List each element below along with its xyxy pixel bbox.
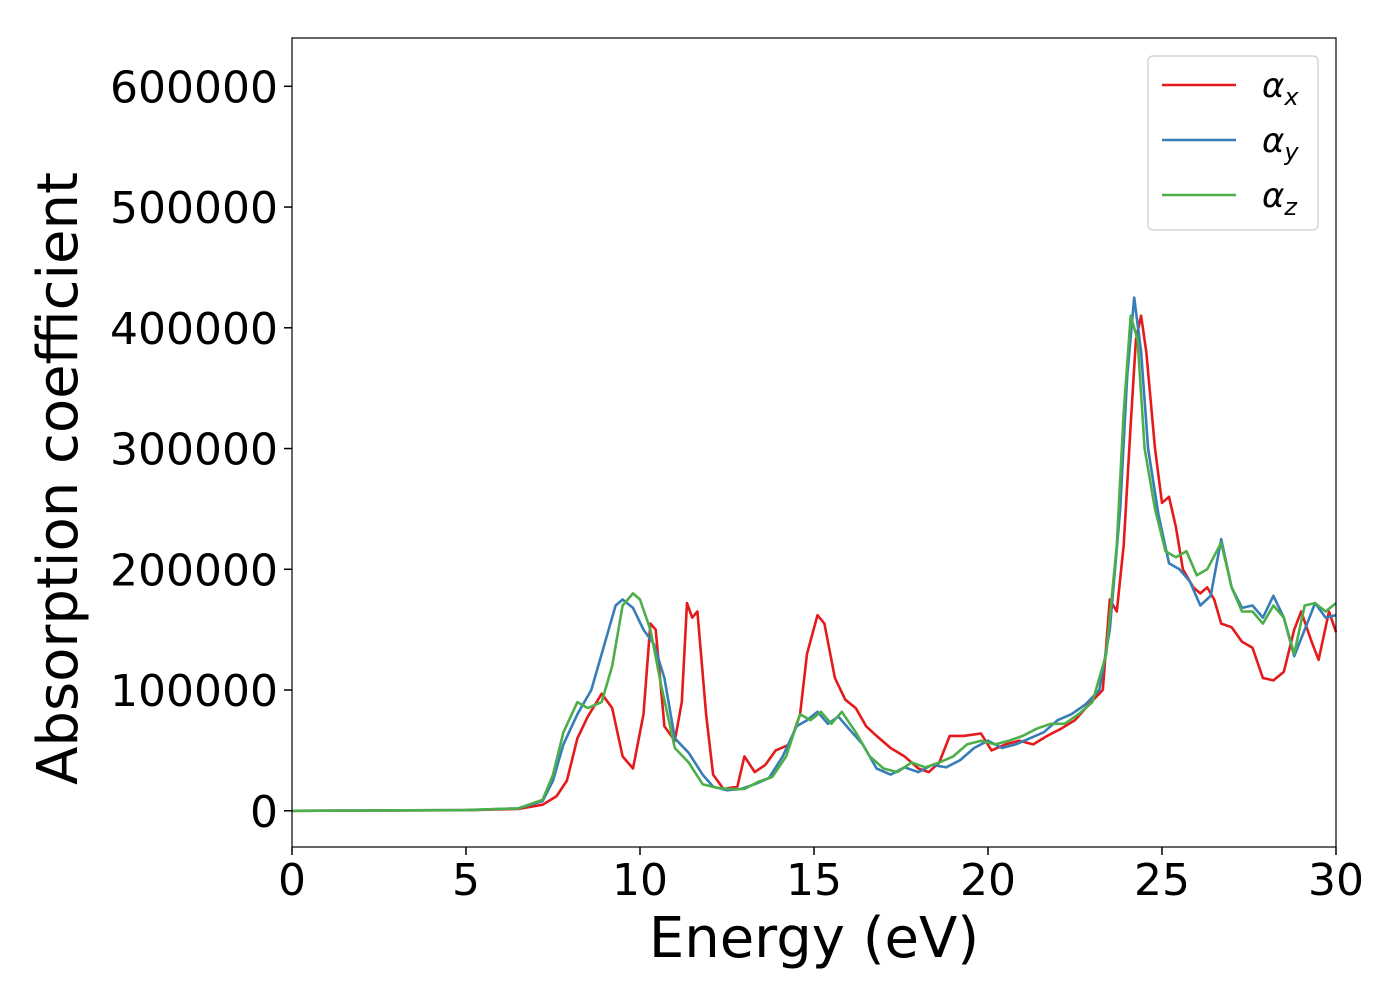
x-axis-label: Energy (eV): [649, 906, 979, 971]
y-tick-label: 200000: [110, 545, 278, 596]
x-tick-label: 20: [960, 855, 1016, 906]
legend-label-subscript: z: [1283, 193, 1298, 221]
series-line-y: [291, 296, 1337, 813]
legend-label-x: αx: [1262, 66, 1299, 111]
y-tick-label: 0: [250, 787, 278, 838]
x-tick-label: 15: [786, 855, 842, 906]
y-tick-label: 300000: [110, 425, 278, 476]
x-tick-label: 30: [1308, 855, 1364, 906]
y-axis-ticks: 0 100000 200000 300000 400000 500000 600000: [110, 62, 292, 838]
legend-box: [1147, 55, 1319, 231]
legend-label-y: αy: [1262, 121, 1299, 166]
legend-label-symbol: α: [1262, 66, 1284, 106]
legend-label-symbol: α: [1262, 176, 1284, 216]
legend-label-z: αz: [1262, 176, 1298, 221]
x-tick-label: 10: [612, 855, 668, 906]
x-tick-label: 0: [278, 855, 306, 906]
y-tick-label: 500000: [110, 183, 278, 234]
y-axis-label: Absorption coefficient: [26, 172, 91, 785]
legend-label-subscript: y: [1283, 138, 1299, 166]
legend-label-subscript: x: [1283, 83, 1299, 111]
series-lines: [291, 296, 1338, 813]
legend-label-symbol: α: [1262, 121, 1284, 161]
y-tick-label: 400000: [110, 304, 278, 355]
plot-frame: [291, 37, 1337, 848]
series-line-z: [291, 314, 1337, 813]
y-tick-label: 100000: [110, 666, 278, 717]
y-tick-label: 600000: [110, 62, 278, 113]
x-tick-label: 25: [1134, 855, 1190, 906]
x-axis-ticks: 0 5 10 15 20 25 30: [278, 847, 1364, 906]
x-tick-label: 5: [452, 855, 480, 906]
series-line-x: [291, 314, 1338, 813]
